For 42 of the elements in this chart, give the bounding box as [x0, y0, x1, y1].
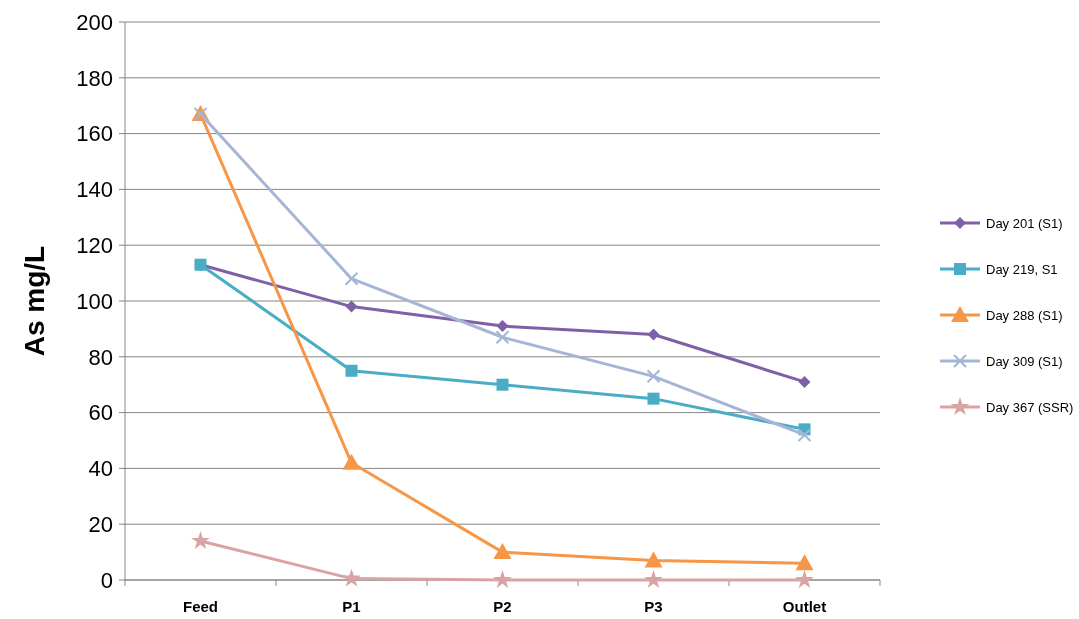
y-tick-label: 0 — [100, 567, 113, 593]
point — [798, 375, 811, 388]
point — [795, 554, 814, 571]
x-tick-label: P1 — [342, 598, 361, 615]
legend-label: Day 201 (S1) — [986, 215, 1063, 231]
y-tick-label: 20 — [88, 511, 113, 537]
x-tick-label: Outlet — [782, 598, 827, 615]
y-tick-label: 180 — [76, 65, 113, 91]
point — [342, 568, 361, 587]
y-tick-label: 160 — [76, 121, 113, 147]
x-tick-label: P2 — [493, 598, 512, 615]
point — [647, 392, 660, 405]
y-tick-label: 200 — [76, 9, 113, 35]
y-tick-label: 140 — [76, 177, 113, 203]
point — [345, 300, 358, 313]
point — [646, 369, 661, 384]
legend-label: Day 367 (SSR) — [986, 399, 1074, 415]
y-tick-label: 40 — [88, 456, 113, 482]
y-tick-label: 100 — [76, 288, 113, 314]
point — [342, 453, 361, 470]
point — [644, 570, 663, 589]
legend-label: Day 288 (S1) — [986, 307, 1063, 323]
legend-label: Day 309 (S1) — [986, 353, 1063, 369]
point — [647, 328, 660, 341]
y-tick-label: 60 — [88, 400, 113, 426]
point — [496, 378, 509, 391]
point — [644, 551, 663, 568]
point — [191, 531, 210, 549]
x-tick-label: P3 — [644, 598, 663, 615]
point — [493, 543, 512, 560]
y-axis-title: As mg/L — [19, 245, 50, 357]
point — [795, 570, 814, 589]
y-tick-label: 120 — [76, 232, 113, 258]
point — [345, 364, 358, 377]
point — [797, 427, 812, 442]
point — [344, 271, 359, 286]
legend-label: Day 219, S1 — [986, 261, 1058, 277]
point — [496, 320, 509, 333]
point — [495, 330, 510, 345]
x-tick-label: Feed — [182, 598, 219, 615]
y-tick-label: 80 — [88, 344, 113, 370]
point — [493, 570, 512, 589]
